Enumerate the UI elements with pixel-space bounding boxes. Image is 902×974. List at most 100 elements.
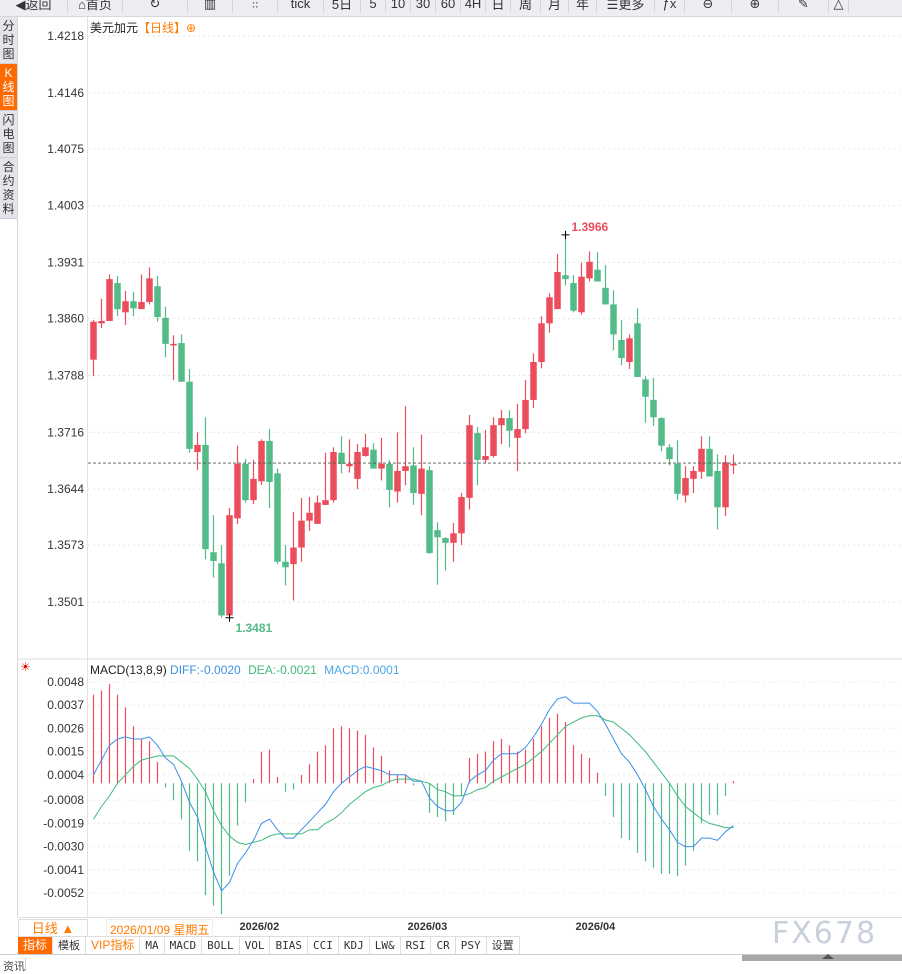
macd-tick-label: 0.0048 <box>47 675 84 689</box>
indicator-tab[interactable]: VIP指标 <box>86 937 141 954</box>
candle-down <box>186 381 193 449</box>
toolbar-button[interactable]: 30 <box>411 0 436 12</box>
toolbar-button[interactable]: △ <box>829 0 849 12</box>
candle-up <box>122 301 129 313</box>
macd-tick-label: -0.0041 <box>43 863 84 877</box>
candle-up <box>106 279 113 321</box>
toolbar-button[interactable]: ▥ <box>188 0 233 12</box>
chart-canvas[interactable]: 1.4218 1.4146 1.4075 1.4003 1.3931 1.3860 1.37… <box>0 0 902 917</box>
candle-down <box>714 470 721 508</box>
candle-up <box>698 448 705 472</box>
toolbar-button[interactable]: 60 <box>436 0 461 12</box>
dea-value: DEA:-0.0021 <box>248 663 317 677</box>
macd-tick-label: -0.0019 <box>43 816 84 830</box>
candle-up <box>394 470 401 492</box>
candle-down <box>274 473 281 562</box>
toolbar-button[interactable]: 5日 <box>324 0 361 12</box>
view-tab-kline[interactable]: K线图 <box>0 64 17 111</box>
candle-up <box>546 297 553 324</box>
indicator-tab[interactable]: KDJ <box>339 937 370 954</box>
candle-up <box>346 463 353 467</box>
candle-down <box>642 379 649 397</box>
toolbar-button[interactable]: 日 <box>486 0 511 12</box>
candle-up <box>362 447 369 456</box>
indicator-tab[interactable]: CCI <box>308 937 339 954</box>
toolbar-button[interactable]: ⊖ <box>685 0 732 12</box>
candle-down <box>506 418 513 431</box>
price-tick-label: 1.4003 <box>47 199 84 213</box>
indicator-settings-icon[interactable]: ☀ <box>20 660 31 674</box>
toolbar-button[interactable]: ◀返回 <box>0 0 68 12</box>
indicator-tab[interactable]: LW& <box>370 937 401 954</box>
indicator-tab[interactable]: 模板 <box>53 937 87 954</box>
toolbar-button[interactable]: ⊕ <box>732 0 779 12</box>
macd-tick-label: -0.0030 <box>43 840 84 854</box>
toolbar-button[interactable]: 月 <box>541 0 569 12</box>
macd-value: MACD:0.0001 <box>324 663 400 677</box>
indicator-tab[interactable]: BIAS <box>270 937 308 954</box>
macd-title: MACD(13,8,9) <box>90 663 167 677</box>
price-tick-label: 1.3788 <box>47 368 84 382</box>
candle-down <box>562 275 569 280</box>
indicator-tab[interactable]: BOLL <box>202 937 240 954</box>
price-tick-label: 1.3860 <box>47 312 84 326</box>
macd-tick-label: 0.0015 <box>47 745 84 759</box>
indicator-tab[interactable]: MACD <box>165 937 203 954</box>
indicator-tab[interactable]: RSI <box>401 937 432 954</box>
view-tab-timeshare[interactable]: 分时图 <box>0 17 17 64</box>
toolbar-button[interactable]: ☰更多 <box>597 0 655 12</box>
toolbar-button[interactable]: 4H <box>461 0 486 12</box>
add-icon[interactable]: ⊕ <box>186 21 197 35</box>
indicator-tab[interactable]: PSY <box>456 937 487 954</box>
candle-up <box>330 452 337 501</box>
candle-up <box>314 502 321 524</box>
toolbar-button[interactable]: ↻ <box>123 0 188 12</box>
candle-down <box>154 286 161 318</box>
candle-up <box>490 425 497 456</box>
x-tick-label: 2026/02 <box>239 921 280 933</box>
period-selector-button[interactable]: 日线 ▲ <box>18 919 88 937</box>
toolbar-button[interactable]: ⌂首页 <box>68 0 123 12</box>
candle-up <box>730 463 737 466</box>
macd-tick-label: 0.0026 <box>47 721 84 735</box>
indicator-tab[interactable]: MA <box>140 937 165 954</box>
news-tab[interactable]: 资讯 <box>0 958 26 973</box>
candle-up <box>690 470 697 479</box>
candle-up <box>522 399 529 430</box>
collapse-arrow-icon[interactable] <box>822 954 834 959</box>
toolbar-button[interactable]: 5 <box>361 0 386 12</box>
candle-up <box>258 440 265 482</box>
candle-up <box>418 468 425 494</box>
toolbar-button[interactable]: ✎ <box>779 0 829 12</box>
candle-down <box>442 538 449 543</box>
candle-up <box>482 455 489 460</box>
toolbar-button[interactable]: tick <box>278 0 324 12</box>
indicator-tab[interactable]: CR <box>431 937 456 954</box>
view-tab-contract-info[interactable]: 合约资料 <box>0 158 17 219</box>
candle-up <box>146 278 153 303</box>
indicator-tab[interactable]: 设置 <box>487 937 520 954</box>
toolbar-button[interactable]: 周 <box>511 0 541 12</box>
indicator-tab[interactable]: 指标 <box>18 937 54 954</box>
left-divider <box>17 17 18 917</box>
candle-up <box>98 320 105 324</box>
toolbar-button[interactable]: 年 <box>569 0 597 12</box>
candle-up <box>530 362 537 400</box>
candle-down <box>338 452 345 464</box>
candle-down <box>634 323 641 378</box>
period-label: 【日线】 <box>138 21 187 35</box>
view-tab-flash[interactable]: 闪电图 <box>0 111 17 158</box>
candle-up <box>298 520 305 548</box>
toolbar-button[interactable]: 10 <box>386 0 411 12</box>
toolbar-button[interactable]: ⫶⫶ <box>233 0 278 12</box>
indicator-tab[interactable]: VOL <box>240 937 271 954</box>
diff-value: DIFF:-0.0020 <box>170 663 241 677</box>
candle-up <box>194 444 201 453</box>
candle-up <box>226 515 233 616</box>
candle-down <box>658 418 665 446</box>
toolbar-button[interactable]: ƒx <box>655 0 685 12</box>
candle-down <box>674 463 681 494</box>
candle-down <box>666 447 673 460</box>
candle-down <box>610 304 617 335</box>
candle-up <box>554 272 561 310</box>
